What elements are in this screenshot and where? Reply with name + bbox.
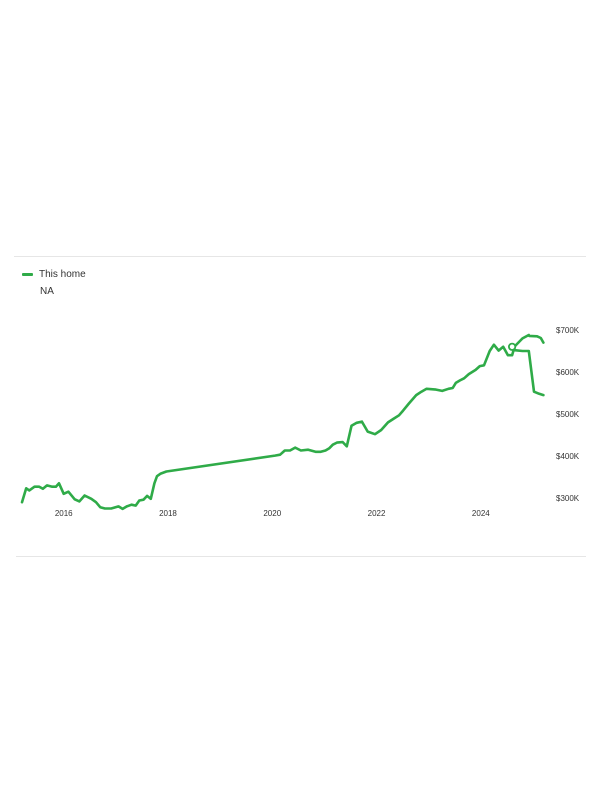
y-tick-label-$300K: $300K [556,494,580,503]
legend-swatch [22,273,33,276]
x-tick-label-2018: 2018 [159,509,177,518]
x-tick-label-2020: 2020 [263,509,281,518]
series-layer [20,333,545,511]
legend-sub-label: NA [40,286,54,297]
bottom-divider [16,556,586,557]
y-tick-label-$600K: $600K [556,368,580,377]
y-tick-label-$700K: $700K [556,326,580,335]
x-tick-label-2016: 2016 [55,509,73,518]
series-line-this-home[interactable] [20,333,545,511]
y-tick-label-$500K: $500K [556,410,580,419]
x-axis-ticks: 2016 2018 2020 2022 2024 [55,509,490,518]
chart-legend: This home NA [22,268,86,297]
x-tick-label-2024: 2024 [472,509,490,518]
y-axis-ticks: $300K $400K $500K $600K $700K [556,326,580,503]
x-tick-label-2022: 2022 [368,509,386,518]
top-divider [14,256,586,257]
legend-label: This home [39,269,86,280]
legend-entry-this-home[interactable]: This home [22,268,86,281]
series-line-tail[interactable] [513,348,545,397]
series-point-marker[interactable] [508,342,517,351]
y-tick-label-$400K: $400K [556,452,580,461]
